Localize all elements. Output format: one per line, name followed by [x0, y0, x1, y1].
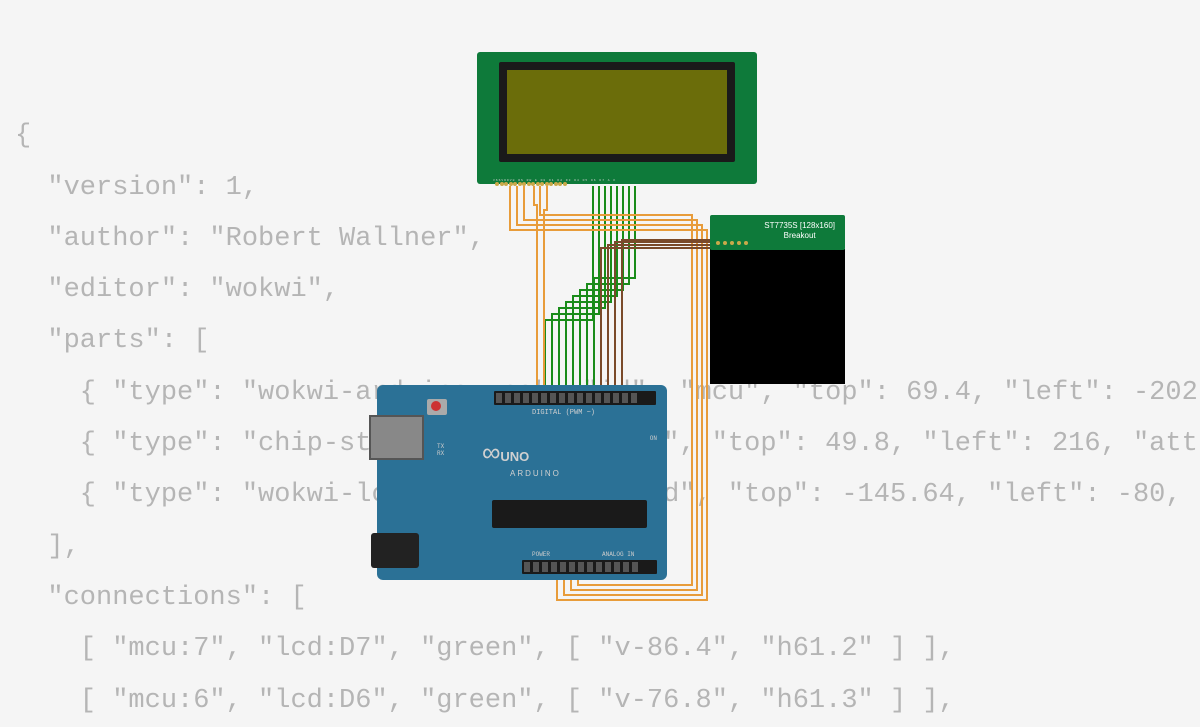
digital-header[interactable]: [494, 391, 656, 405]
code-line: [ "mcu:7", "lcd:D7", "green", [ "v-86.4"…: [15, 634, 955, 664]
usb-port-icon: [369, 415, 424, 460]
digital-label: DIGITAL (PWM ~): [532, 409, 595, 417]
reset-button[interactable]: [427, 399, 447, 415]
st7735-screen: [710, 249, 845, 384]
arduino-branding: ∞ UNO ARDUINO: [482, 437, 561, 479]
power-label: POWER: [532, 551, 550, 558]
arduino-uno-component[interactable]: DIGITAL (PWM ~) ∞ UNO ARDUINO TX RX ON P…: [377, 385, 667, 580]
analog-header[interactable]: [522, 560, 657, 574]
lcd-screen: [499, 62, 735, 162]
circuit-diagram: VSSVDDV0 RS RW E D0 D1 D2 D3 D4 D5 D6 D7…: [0, 0, 1200, 630]
st7735-component[interactable]: ST7735S [128x160] Breakout: [710, 215, 845, 375]
st7735-pins: [716, 241, 748, 245]
lcd-2004-component[interactable]: VSSVDDV0 RS RW E D0 D1 D2 D3 D4 D5 D6 D7…: [477, 52, 757, 184]
atmega-chip-icon: [492, 500, 647, 528]
code-line: [ "mcu:6", "lcd:D6", "green", [ "v-76.8"…: [15, 686, 955, 716]
lcd-pin-row: [495, 182, 567, 186]
infinity-icon: ∞: [482, 437, 498, 467]
st7735-pcb: ST7735S [128x160] Breakout: [710, 215, 845, 250]
on-label: ON: [650, 435, 657, 442]
tx-label: TX: [437, 443, 444, 450]
power-jack-icon: [371, 533, 419, 568]
rx-label: RX: [437, 450, 444, 457]
analog-label: ANALOG IN: [602, 551, 634, 558]
st7735-label: ST7735S [128x160] Breakout: [764, 221, 835, 242]
